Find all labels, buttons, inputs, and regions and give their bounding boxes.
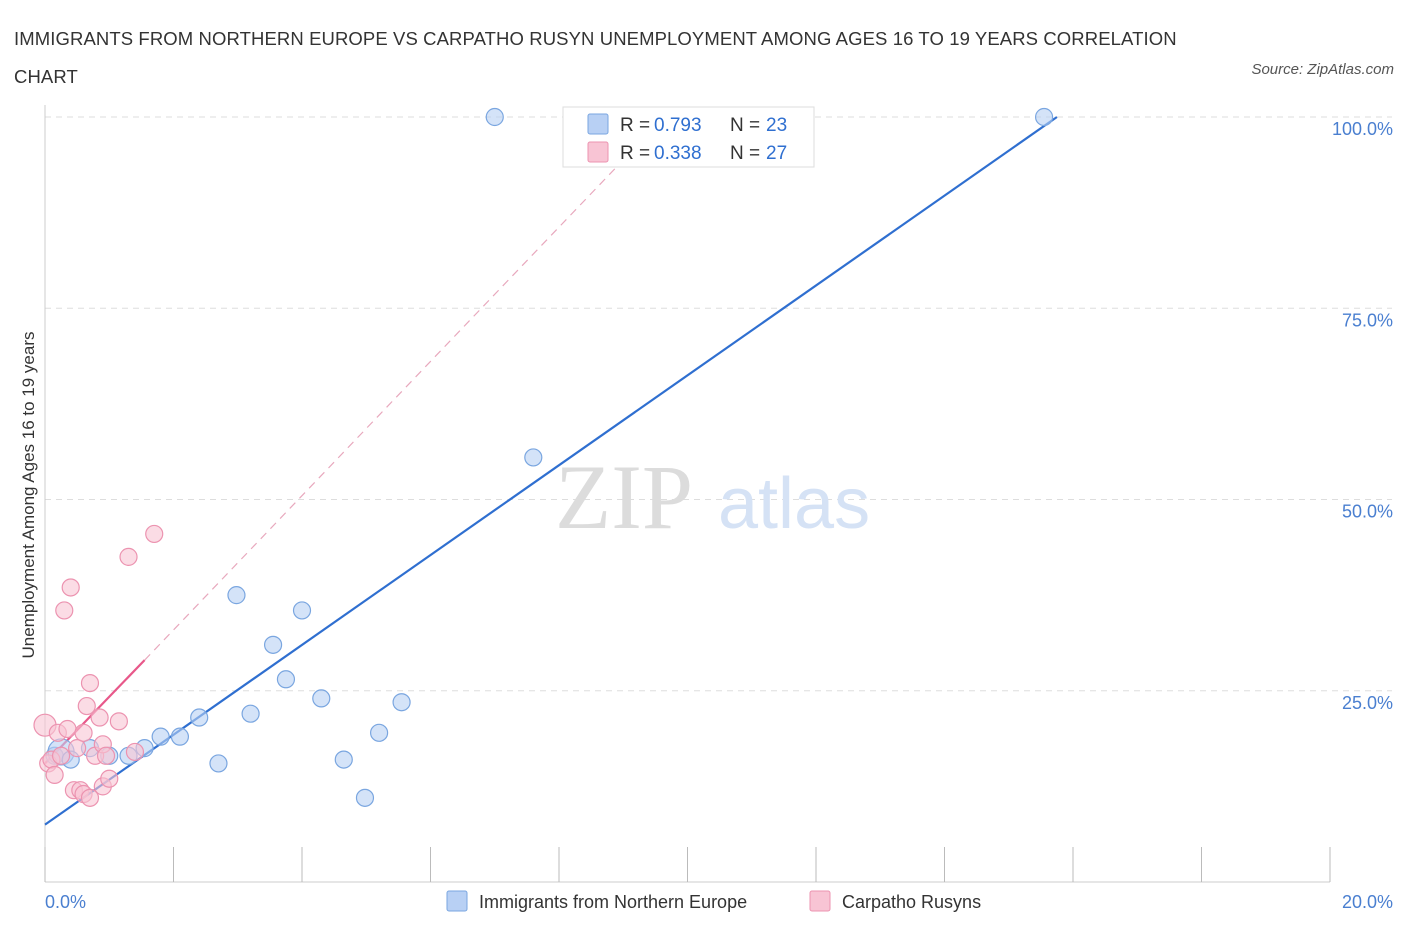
point-carpatho-16	[80, 788, 100, 807]
x-tick-label-min: 0.0%	[45, 892, 86, 912]
series-swatch-immigrants	[446, 890, 468, 912]
legend-swatch-blue	[587, 113, 609, 135]
legend-n-value-pink: 27	[766, 143, 787, 164]
y-tick-label-100: 100.0%	[1332, 119, 1393, 139]
source-label: Source: ZipAtlas.com	[1251, 61, 1394, 78]
correlation-legend: R = 0.793 N = 23 R = 0.338 N = 27	[562, 106, 815, 168]
point-carpatho-8	[61, 578, 80, 597]
legend-n-label-pink: N =	[730, 143, 760, 164]
point-immigrants-15	[292, 601, 312, 620]
point-immigrants-8	[170, 727, 190, 746]
x-tick-label-max: 20.0%	[1342, 892, 1393, 912]
point-immigrants-12	[241, 704, 260, 723]
point-carpatho-7	[58, 719, 77, 739]
point-carpatho-10	[68, 739, 87, 758]
point-carpatho-26	[145, 524, 164, 544]
point-immigrants-10	[209, 754, 228, 773]
point-immigrants-13	[263, 635, 283, 654]
point-carpatho-15	[80, 673, 100, 693]
legend-swatch-pink	[587, 141, 609, 163]
y-axis-label: Unemployment Among Ages 16 to 19 years	[19, 332, 38, 659]
point-carpatho-14	[77, 696, 96, 716]
y-tick-label-50: 50.0%	[1342, 502, 1393, 522]
series-swatch-carpatho	[809, 890, 831, 912]
point-carpatho-22	[100, 769, 119, 788]
series-legend: Immigrants from Northern Europe Carpatho…	[446, 890, 981, 912]
point-immigrants-14	[276, 670, 296, 689]
point-immigrants-23	[1034, 107, 1054, 127]
y-tick-label-25: 25.0%	[1342, 693, 1393, 713]
point-carpatho-12	[74, 723, 93, 742]
point-carpatho-25	[125, 742, 145, 762]
chart-title: IMMIGRANTS FROM NORTHERN EUROPE VS CARPA…	[14, 28, 1177, 87]
legend-r-label-pink: R =	[620, 143, 650, 164]
point-immigrants-20	[392, 693, 411, 712]
watermark-zip: ZIP	[555, 446, 693, 548]
point-carpatho-24	[119, 547, 138, 566]
point-immigrants-16	[312, 689, 331, 708]
point-carpatho-23	[109, 712, 128, 731]
point-carpatho-6	[55, 601, 74, 620]
legend-r-value-pink: 0.338	[654, 143, 702, 164]
axis-layer: 25.0% 50.0% 75.0% 100.0% 0.0% 20.0%	[44, 105, 1393, 912]
watermark-atlas: atlas	[718, 464, 870, 544]
series-label-immigrants: Immigrants from Northern Europe	[479, 892, 747, 912]
legend-r-value-blue: 0.793	[654, 115, 702, 136]
point-immigrants-19	[370, 723, 389, 742]
point-carpatho-21	[96, 746, 116, 765]
series-label-carpatho: Carpatho Rusyns	[842, 892, 981, 912]
legend-r-label-blue: R =	[620, 115, 650, 136]
point-layer	[33, 107, 1054, 807]
point-immigrants-7	[151, 727, 170, 746]
point-carpatho-18	[90, 708, 109, 727]
legend-n-label-blue: N =	[730, 115, 760, 136]
grid-layer	[45, 116, 1392, 692]
trend-extension-carpatho	[144, 166, 618, 661]
y-tick-label-75: 75.0%	[1342, 310, 1393, 330]
point-immigrants-17	[334, 750, 353, 769]
point-immigrants-21	[485, 107, 504, 127]
point-immigrants-11	[227, 586, 246, 605]
point-immigrants-18	[355, 788, 375, 807]
point-carpatho-5	[51, 746, 71, 765]
point-carpatho-3	[45, 765, 64, 785]
trend-line-immigrants	[44, 116, 1058, 826]
legend-n-value-blue: 23	[766, 115, 787, 136]
point-immigrants-9	[190, 708, 209, 727]
point-immigrants-22	[524, 448, 543, 467]
